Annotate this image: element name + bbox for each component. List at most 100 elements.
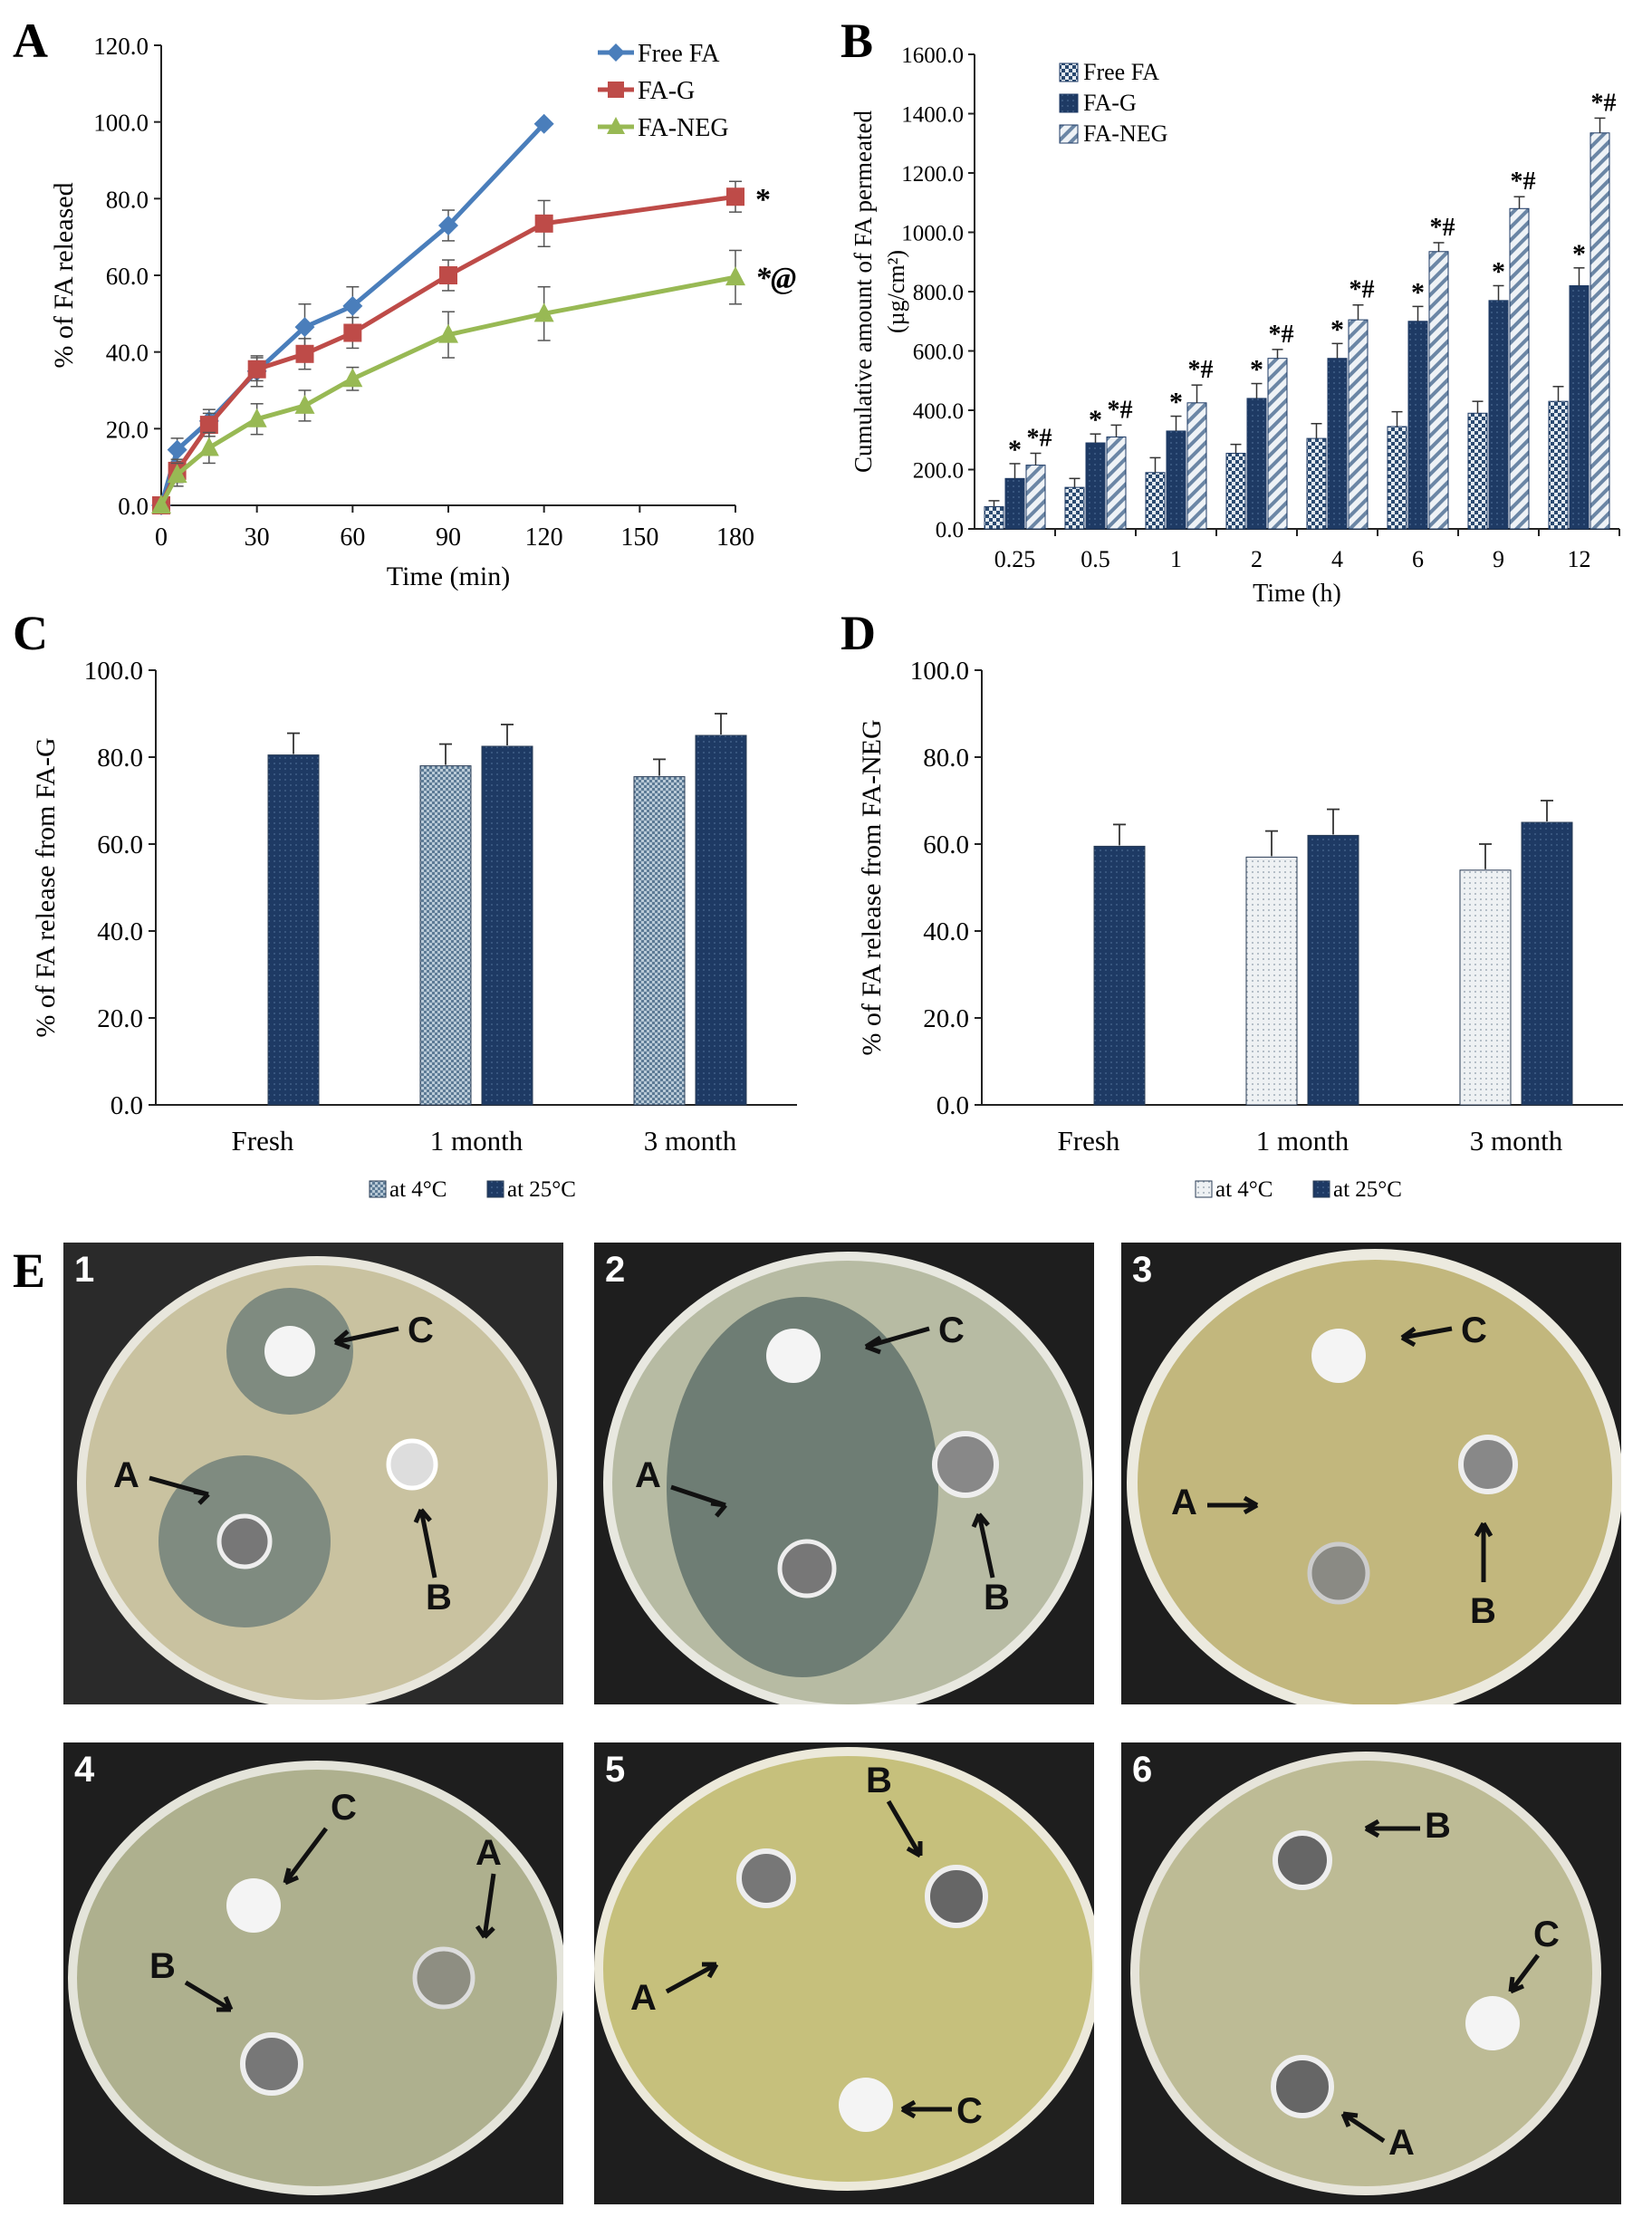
y-tick-label: 80.0 — [106, 186, 149, 213]
arrow-icon — [149, 1475, 210, 1505]
well-label: B — [149, 1946, 176, 1986]
arrow-icon — [283, 1827, 328, 1886]
y-tick-label: 120.0 — [93, 33, 149, 60]
bar-fa-g — [1004, 477, 1025, 530]
well-label: C — [956, 2091, 983, 2131]
photo-number: 6 — [1132, 1750, 1153, 1790]
y-axis-unit: (µg/cm²) — [883, 250, 909, 333]
data-point-fa-neg — [342, 368, 363, 388]
x-tick-label: 2 — [1251, 546, 1263, 572]
petri-dish-drawing: C A B — [63, 1243, 563, 1704]
y-tick-label: 80.0 — [923, 744, 969, 773]
bar-at-4-c — [419, 765, 472, 1106]
legend-swatch — [1059, 124, 1079, 144]
photo-number: 4 — [74, 1750, 95, 1790]
agar-plate-photo-6: B C A 6 — [1121, 1742, 1621, 2204]
legend-label: at 4°C — [389, 1177, 447, 1202]
significance-marker: * — [1089, 405, 1102, 435]
chart-b-permeation: 0.0 200.0 400.0 600.0 800.0 1000.0 1200.0 1400.… — [850, 43, 1620, 608]
well-label: C — [938, 1310, 965, 1350]
legend-marker — [607, 117, 625, 134]
x-tick-label: 150 — [620, 523, 658, 552]
panel-letter-c: C — [13, 606, 48, 660]
well-b — [932, 1431, 999, 1498]
significance-marker: * — [1330, 314, 1344, 344]
bar-free-fa — [1548, 400, 1569, 530]
legend-label: Free FA — [638, 40, 720, 68]
well-c — [1311, 1329, 1366, 1383]
arrow-icon — [971, 1512, 995, 1579]
arrow-icon — [475, 1873, 496, 1939]
arrow-icon — [1474, 1521, 1494, 1582]
well-a — [1307, 1541, 1370, 1605]
significance-marker: *# — [1108, 396, 1133, 424]
photo-number: 1 — [74, 1250, 95, 1290]
legend-marker — [608, 82, 624, 98]
well-a — [412, 1946, 475, 2010]
bar-fa-g — [1569, 284, 1590, 530]
legend-label: at 25°C — [1333, 1177, 1402, 1202]
significance-marker: *# — [1591, 89, 1617, 117]
data-point-fa-neg — [725, 266, 745, 286]
petri-dish-drawing: B C A — [1121, 1742, 1621, 2204]
arrow-icon — [1207, 1495, 1259, 1515]
bar-at-4-c — [1245, 856, 1298, 1106]
significance-marker: * — [1169, 388, 1183, 418]
bar-free-fa — [1306, 437, 1327, 530]
well-label: A — [475, 1833, 502, 1873]
well-c — [1465, 1996, 1520, 2050]
data-point-fa-g — [343, 323, 362, 342]
arrow-icon — [184, 1980, 234, 2012]
well-label: A — [630, 1978, 657, 2018]
arrow-icon — [1400, 1326, 1453, 1348]
bar-at-4-c — [1459, 869, 1512, 1106]
y-tick-label: 20.0 — [97, 1004, 143, 1033]
y-tick-label: 1000.0 — [901, 222, 964, 246]
y-axis-title: % of FA released — [49, 182, 79, 368]
legend-swatch — [1059, 62, 1079, 82]
significance-marker: *# — [1430, 214, 1455, 242]
bar-fa-g — [1407, 321, 1428, 530]
y-tick-label: 1400.0 — [901, 103, 964, 128]
x-tick-label: 0 — [155, 523, 168, 552]
significance-marker: * — [1572, 239, 1586, 269]
bar-fa-neg — [1348, 319, 1369, 530]
agar-plate-photo-grid: C A B 1 C A B 2 — [63, 1243, 1621, 2212]
well-b — [925, 1865, 988, 1928]
arrow-icon — [413, 1508, 437, 1579]
data-point-free-fa — [438, 215, 458, 235]
significance-marker: *@ — [755, 262, 796, 295]
y-tick-label: 600.0 — [913, 341, 964, 365]
x-tick-label: 120 — [525, 523, 563, 552]
significance-marker: * — [1492, 256, 1505, 286]
bar-at-4-c — [633, 776, 686, 1106]
x-axis-title: Time (h) — [1253, 580, 1341, 608]
y-tick-label: 40.0 — [923, 917, 969, 946]
panel-letter-a: A — [13, 14, 48, 68]
arrow-icon — [900, 2099, 952, 2119]
x-tick-label: 1 month — [1256, 1125, 1349, 1157]
well-b — [386, 1438, 438, 1491]
bar-fa-neg — [1267, 358, 1288, 530]
well-label: C — [1461, 1310, 1487, 1350]
x-tick-label: 6 — [1412, 546, 1424, 572]
arrow-icon — [333, 1326, 399, 1350]
data-point-fa-neg — [438, 323, 458, 343]
petri-dish-drawing: C A B — [1121, 1243, 1621, 1704]
well-label: A — [635, 1455, 661, 1495]
data-point-fa-neg — [294, 394, 315, 414]
y-tick-label: 1600.0 — [901, 43, 964, 68]
significance-marker: *# — [1269, 321, 1294, 349]
arrow-icon — [670, 1484, 727, 1518]
well-label: A — [113, 1455, 139, 1495]
legend-marker — [607, 43, 625, 62]
bar-fa-neg — [1106, 436, 1127, 530]
x-tick-label: 9 — [1493, 546, 1504, 572]
chart-c-stability-fa-g: 0.0 20.0 40.0 60.0 80.0 100.0 Fresh 1 month 3 mo… — [31, 657, 797, 1202]
legend-swatch — [1195, 1180, 1213, 1198]
legend-swatch — [1312, 1180, 1330, 1198]
bar-at-25-c — [695, 734, 747, 1106]
data-point-fa-neg — [533, 302, 554, 322]
agar-plate-photo-3: C A B 3 — [1121, 1243, 1621, 1704]
y-tick-label: 0.0 — [110, 1091, 143, 1120]
